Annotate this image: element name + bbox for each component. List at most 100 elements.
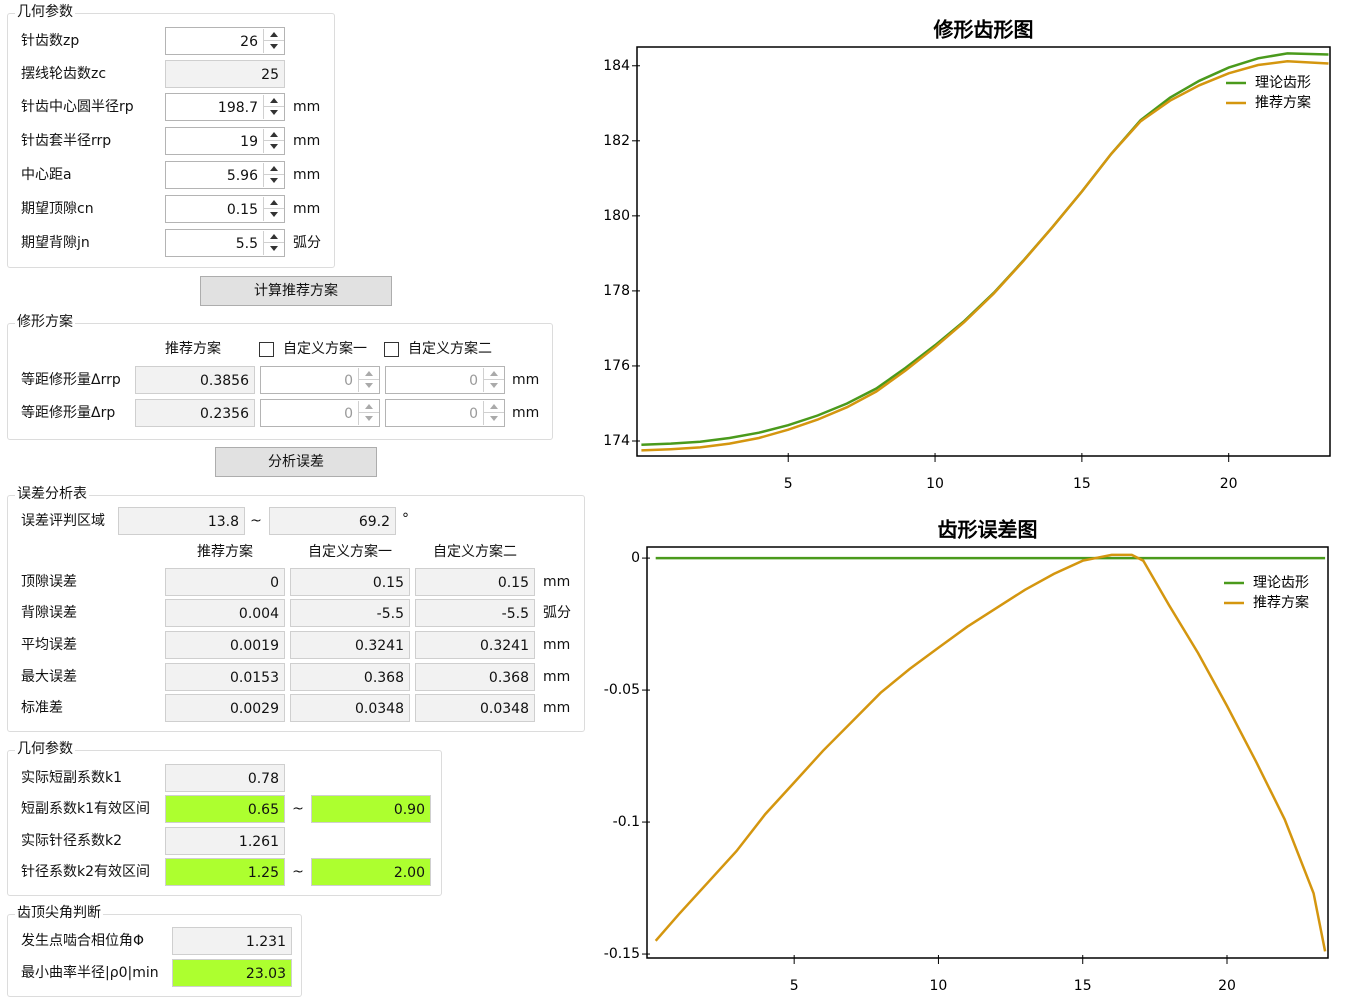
field-label: 发生点啮合相位角Φ	[21, 933, 145, 949]
group-box	[7, 323, 553, 440]
input-field: 69.2	[269, 507, 396, 535]
column-header: 推荐方案	[197, 544, 253, 560]
field-label: 最小曲率半径|ρ0|min	[21, 965, 159, 981]
input-value: 0.368	[488, 670, 529, 686]
checkbox-label: 自定义方案二	[408, 341, 492, 357]
input-field: 0	[165, 568, 285, 596]
spin-down	[359, 380, 379, 392]
y-tick-label: 180	[603, 208, 630, 224]
input-field[interactable]: 26	[165, 27, 285, 55]
legend-label: 理论齿形	[1253, 575, 1309, 591]
spinner[interactable]	[263, 29, 284, 53]
group-box	[7, 750, 442, 896]
unit-label: 弧分	[293, 235, 321, 251]
x-tick-label: 15	[1073, 476, 1091, 492]
group-title: 几何参数	[15, 741, 75, 757]
column-header: 自定义方案一	[308, 544, 392, 560]
x-tick-label: 20	[1218, 978, 1236, 994]
spin-down	[484, 413, 504, 425]
checkbox-label: 自定义方案一	[283, 341, 367, 357]
checkbox[interactable]	[384, 342, 399, 357]
spinner[interactable]	[263, 231, 284, 255]
input-value: 0.3241	[355, 638, 404, 654]
spin-up[interactable]	[264, 163, 284, 175]
legend-label: 理论齿形	[1255, 75, 1311, 91]
input-value: 0	[344, 373, 353, 389]
input-value: 0	[469, 406, 478, 422]
separator: ~	[292, 864, 304, 880]
input-field: 0.0348	[290, 694, 410, 722]
button[interactable]: 分析误差	[215, 447, 377, 477]
input-field: 0.15	[415, 568, 535, 596]
legend-label: 推荐方案	[1253, 594, 1309, 611]
field-label: 顶隙误差	[21, 574, 77, 590]
input-field[interactable]: 19	[165, 127, 285, 155]
input-value: 25	[261, 67, 279, 83]
group-box	[7, 13, 335, 268]
field-label: 最大误差	[21, 669, 77, 685]
input-value: 1.25	[247, 865, 279, 881]
spin-down[interactable]	[264, 141, 284, 153]
spin-down[interactable]	[264, 107, 284, 119]
field-label: 摆线轮齿数zc	[21, 66, 107, 82]
y-tick-label: -0.1	[613, 814, 640, 830]
unit-label: mm	[293, 133, 321, 149]
spin-down[interactable]	[264, 209, 284, 221]
checkbox[interactable]	[259, 342, 274, 357]
input-value: -5.5	[501, 606, 529, 622]
input-value: 0.0348	[480, 701, 529, 717]
spinner	[358, 401, 379, 425]
input-field: 25	[165, 60, 285, 88]
input-value: 0.90	[393, 802, 425, 818]
spinner	[358, 368, 379, 392]
spin-up	[484, 401, 504, 413]
group-title: 误差分析表	[15, 486, 89, 502]
spin-down[interactable]	[264, 243, 284, 255]
input-field[interactable]: 5.5	[165, 229, 285, 257]
button[interactable]: 计算推荐方案	[200, 276, 392, 306]
y-tick-label: 176	[603, 358, 630, 374]
field-label: 实际短副系数k1	[21, 770, 123, 786]
spinner[interactable]	[263, 163, 284, 187]
column-header: 推荐方案	[165, 341, 221, 357]
input-field[interactable]: 0.15	[165, 195, 285, 223]
spin-up	[359, 401, 379, 413]
input-value: 2.00	[393, 865, 425, 881]
y-tick-label: -0.15	[604, 946, 640, 962]
input-value: 0	[469, 373, 478, 389]
input-value: 0	[344, 406, 353, 422]
unit-label: mm	[543, 700, 571, 716]
input-value: 0.78	[247, 771, 279, 787]
input-value: 0.15	[226, 202, 258, 218]
input-field[interactable]: 198.7	[165, 93, 285, 121]
input-value: 0.0029	[230, 701, 279, 717]
input-field: 1.231	[172, 927, 292, 955]
spin-down[interactable]	[264, 41, 284, 53]
field-label: 等距修形量Δrp	[21, 405, 116, 421]
spin-up[interactable]	[264, 231, 284, 243]
spinner[interactable]	[263, 129, 284, 153]
spin-up[interactable]	[264, 129, 284, 141]
input-field[interactable]: 5.96	[165, 161, 285, 189]
spinner[interactable]	[263, 197, 284, 221]
input-field: 0.3241	[290, 631, 410, 659]
input-value: 23.03	[245, 966, 286, 982]
unit-label: mm	[543, 669, 571, 685]
plot-frame	[646, 546, 1329, 959]
spin-up[interactable]	[264, 197, 284, 209]
spin-up[interactable]	[264, 95, 284, 107]
field-label: 实际针径系数k2	[21, 833, 123, 849]
input-value: 19	[240, 134, 258, 150]
group-box	[7, 914, 302, 997]
field-label: 短副系数k1有效区间	[21, 801, 151, 817]
input-field: -5.5	[415, 599, 535, 627]
unit-label: °	[402, 511, 409, 527]
input-field: 0.0153	[165, 663, 285, 691]
spin-up[interactable]	[264, 29, 284, 41]
spinner[interactable]	[263, 95, 284, 119]
input-value: 0.3856	[200, 373, 249, 389]
field-label: 针齿中心圆半径rp	[21, 99, 134, 115]
spin-down[interactable]	[264, 175, 284, 187]
